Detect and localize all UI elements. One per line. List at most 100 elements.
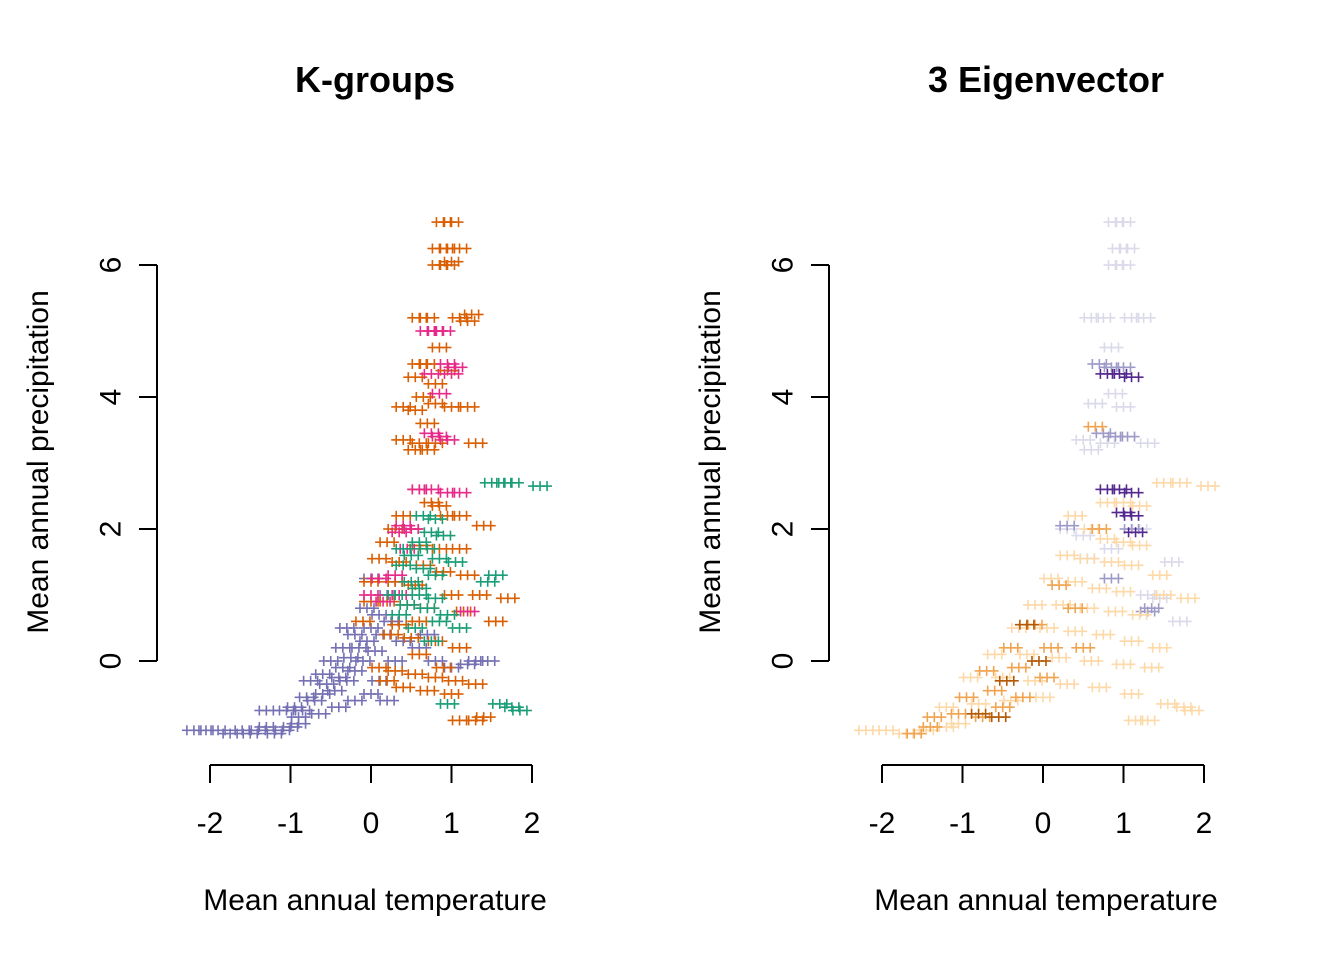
data-point (399, 632, 424, 643)
data-point (254, 705, 279, 716)
data-point (447, 487, 472, 498)
data-point (431, 326, 456, 336)
data-point (447, 623, 472, 633)
y-axis: 0 2 4 6 (767, 257, 830, 669)
data-point (427, 500, 452, 511)
data-point (439, 689, 464, 699)
data-point (423, 656, 448, 666)
data-point (354, 636, 379, 647)
series-0 (181, 573, 500, 739)
data-point (1022, 599, 1047, 610)
data-point (471, 520, 496, 531)
data-point (439, 256, 464, 267)
data-point (371, 596, 396, 607)
data-point (1047, 652, 1072, 663)
data-point (391, 682, 416, 693)
data-point (1167, 616, 1192, 627)
data-point (447, 543, 472, 554)
data-point (1083, 421, 1108, 432)
data-point (387, 619, 412, 630)
data-point (411, 563, 436, 574)
data-point (206, 725, 231, 736)
data-point (1196, 481, 1221, 492)
data-point (1055, 550, 1080, 561)
data-point (1123, 527, 1148, 538)
data-point (1119, 689, 1144, 699)
data-point (375, 537, 400, 548)
data-point (1022, 675, 1047, 686)
data-point (419, 428, 444, 439)
x-tick-label: 1 (1115, 807, 1132, 840)
data-point (367, 573, 392, 584)
data-point (379, 629, 404, 640)
x-tick-label: -2 (869, 807, 896, 840)
y-axis: 0 2 4 6 (95, 257, 158, 670)
y-tick-label: 4 (767, 389, 800, 406)
data-point (986, 712, 1011, 723)
data-point (1083, 398, 1108, 409)
data-point (471, 712, 496, 723)
data-point (483, 570, 508, 581)
chart-title: 3 Eigenvector (928, 59, 1164, 100)
data-point (982, 685, 1007, 696)
data-point (415, 418, 440, 429)
data-point (483, 616, 508, 627)
data-point (1119, 510, 1144, 521)
series-1 (1055, 359, 1164, 617)
data-point (1063, 510, 1088, 521)
data-point (1159, 557, 1184, 567)
data-point (423, 570, 448, 581)
data-point (367, 609, 392, 620)
series-1 (350, 217, 520, 726)
data-point (447, 243, 472, 254)
data-point (1099, 543, 1124, 554)
data-point (310, 689, 335, 699)
x-tick-label: -1 (277, 807, 304, 840)
x-tick-label: -2 (197, 807, 224, 840)
data-point (1147, 642, 1172, 653)
data-point (1091, 428, 1116, 439)
data-point (439, 217, 464, 228)
data-point (1079, 656, 1104, 666)
data-point (1091, 629, 1116, 640)
y-tick-label: 0 (95, 653, 128, 670)
data-point (1167, 477, 1192, 488)
data-point (359, 590, 383, 600)
data-point (1063, 603, 1088, 614)
data-point (407, 537, 432, 548)
data-point (463, 438, 488, 449)
data-point (954, 692, 979, 703)
data-point (383, 656, 408, 666)
data-point (946, 708, 971, 719)
data-point (1087, 682, 1112, 693)
data-point (1135, 438, 1160, 449)
data-point (974, 665, 999, 676)
data-point (467, 590, 492, 600)
data-point (946, 718, 971, 729)
x-axis-label: Mean annual temperature (874, 884, 1218, 917)
data-point (1039, 573, 1064, 584)
data-point (1147, 570, 1172, 581)
series-0 (1055, 217, 1192, 627)
data-point (359, 689, 383, 699)
data-point (1087, 524, 1112, 534)
data-point (1091, 312, 1116, 323)
data-point (1055, 679, 1080, 690)
data-point (1010, 692, 1035, 703)
data-point (427, 616, 452, 627)
data-point (1071, 530, 1096, 541)
data-point (1026, 656, 1051, 666)
data-point (1179, 705, 1204, 716)
data-point (407, 583, 432, 594)
data-point (447, 510, 472, 521)
x-axis: -2 -1 0 1 2 (197, 764, 540, 840)
data-point (455, 316, 480, 327)
data-point (435, 698, 460, 709)
data-point (359, 623, 383, 633)
data-point (1111, 260, 1136, 270)
data-point (338, 652, 363, 663)
data-point (318, 656, 343, 666)
data-points (853, 217, 1221, 739)
data-point (455, 401, 480, 412)
